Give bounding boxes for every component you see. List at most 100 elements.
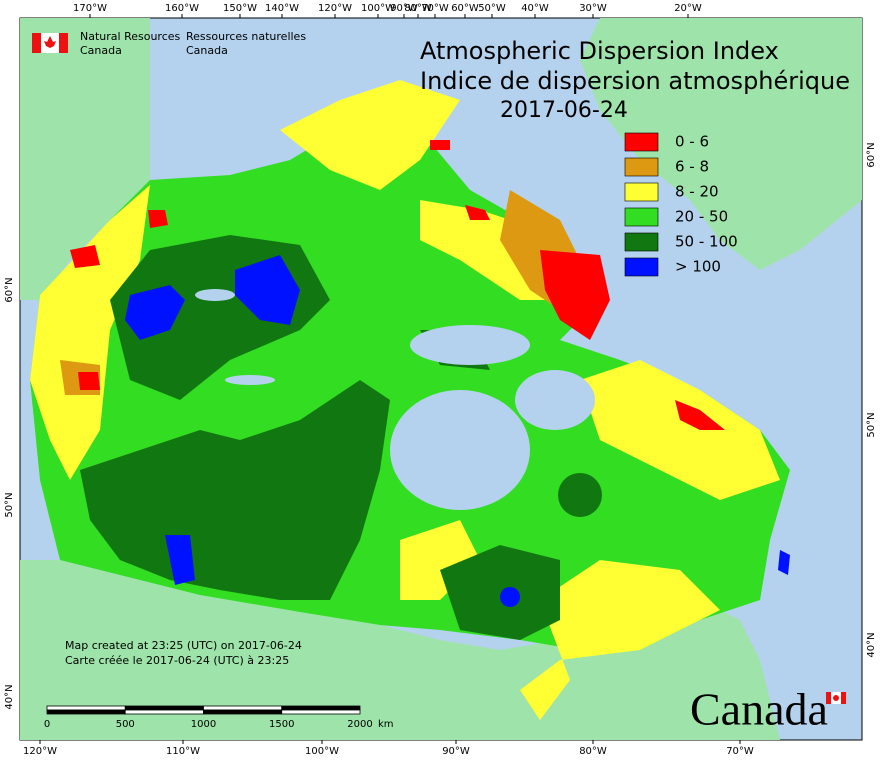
title: Indice de dispersion atmosphérique [420, 67, 850, 95]
longitude-label: 50°W [478, 3, 506, 14]
zone [430, 140, 450, 150]
zone [235, 255, 300, 325]
zone [30, 185, 150, 480]
legend-label: 50 - 100 [675, 233, 738, 251]
wordmark-leaf [833, 695, 839, 701]
zone [540, 250, 610, 340]
legend-swatch [624, 207, 659, 227]
legend: 0 - 6 6 - 8 8 - 20 20 - 50 50 - 100 > 100 [624, 132, 738, 277]
legend-swatch [624, 257, 659, 277]
legend-swatch [624, 157, 659, 177]
scale-segment [124, 709, 204, 715]
longitude-label: 120°W [23, 746, 57, 757]
legend-swatch [624, 182, 659, 202]
bottom-ticks: 120°W 110°W 100°W 90°W 80°W 70°W [23, 740, 754, 757]
dispersion-zones [30, 80, 790, 720]
scale-label: 500 [116, 719, 135, 730]
zone [70, 245, 100, 268]
flag-bar [59, 33, 68, 53]
latitude-label: 60°N [866, 142, 877, 167]
zone [125, 285, 185, 340]
lake-athabasca [225, 375, 275, 385]
zone [778, 550, 790, 575]
longitude-label: 100°W [361, 3, 395, 14]
zone [465, 205, 490, 220]
top-ticks: 170°W 160°W 150°W 140°W 120°W 100°W90°W80°W70… [73, 3, 702, 18]
zone [440, 545, 560, 640]
agency-en: Natural Resources [80, 30, 181, 43]
zone [520, 560, 720, 720]
land [20, 18, 862, 740]
zone [165, 535, 195, 585]
hudson-strait [410, 325, 530, 365]
scale-label: 1500 [269, 719, 294, 730]
zone [80, 380, 390, 600]
latitude-label: 50°N [866, 412, 877, 437]
legend-label: 0 - 6 [675, 133, 709, 151]
latitude-label: 40°N [866, 632, 877, 657]
zone [558, 473, 602, 517]
scale-label: 0 [44, 719, 50, 730]
scale-segment [281, 705, 361, 711]
latitude-label: 50°N [4, 492, 15, 517]
longitude-label: 30°W [579, 3, 607, 14]
scale-segment [203, 705, 283, 711]
scale-segment [46, 705, 126, 711]
legend-swatch [624, 132, 659, 152]
longitude-label: 100°W [305, 746, 339, 757]
longitude-label: 80°W [404, 3, 432, 14]
scale-label: 1000 [191, 719, 216, 730]
longitude-label: 60°W [451, 3, 479, 14]
latitude-label: 40°N [4, 684, 15, 709]
longitude-label: 90°W [390, 3, 418, 14]
zone [78, 372, 100, 390]
agency-fr: Ressources naturelles [186, 30, 306, 43]
longitude-label: 170°W [73, 3, 107, 14]
left-ticks: 60°N 50°N 40°N [4, 277, 15, 709]
maple-leaf [44, 36, 56, 48]
flag-bar [32, 33, 41, 53]
lakes [195, 289, 595, 510]
legend-label: 20 - 50 [675, 208, 728, 226]
scale-segment [203, 709, 283, 715]
alaska [20, 18, 150, 300]
longitude-label: 70°W [421, 3, 449, 14]
legend-swatch [624, 232, 659, 252]
scale-segment [46, 709, 126, 715]
james-bay-area [515, 370, 595, 430]
agency-fr: Canada [186, 44, 228, 57]
scale-segment [281, 709, 361, 715]
title: Atmospheric Dispersion Index [420, 37, 779, 65]
latitude-label: 60°N [4, 277, 15, 302]
great-slave-lake [195, 289, 235, 301]
wordmark: Canada [690, 684, 846, 735]
right-ticks: 60°N 50°N 40°N [866, 142, 877, 657]
longitude-label: 70°W [726, 746, 754, 757]
scale-segment [124, 705, 204, 711]
longitude-label: 80°W [579, 746, 607, 757]
wordmark-text: Canada [690, 684, 828, 735]
hudson-bay [390, 390, 530, 510]
usa [20, 560, 780, 740]
legend-label: 6 - 8 [675, 158, 709, 176]
longitude-label: 160°W [165, 3, 199, 14]
zone [675, 400, 725, 430]
agency-signature: Natural Resources Canada Ressources natu… [32, 30, 306, 57]
zone [280, 80, 460, 190]
greenland [580, 18, 862, 270]
credit: Map created at 23:25 (UTC) on 2017-06-24 [65, 639, 302, 652]
legend-label: > 100 [675, 258, 721, 276]
longitude-label: 110°W [166, 746, 200, 757]
credit: Carte créée le 2017-06-24 (UTC) à 23:25 [65, 654, 289, 667]
longitude-label: 90°W [442, 746, 470, 757]
date: 2017-06-24 [500, 98, 628, 123]
zone [148, 210, 168, 228]
legend-label: 8 - 20 [675, 183, 719, 201]
scale-bar: 0 500 1000 1500 2000 km [44, 705, 394, 730]
zone [580, 360, 780, 500]
longitude-label: 150°W [223, 3, 257, 14]
zone [500, 587, 520, 607]
scale-label: 2000 [347, 719, 372, 730]
scale-unit: km [378, 719, 394, 730]
